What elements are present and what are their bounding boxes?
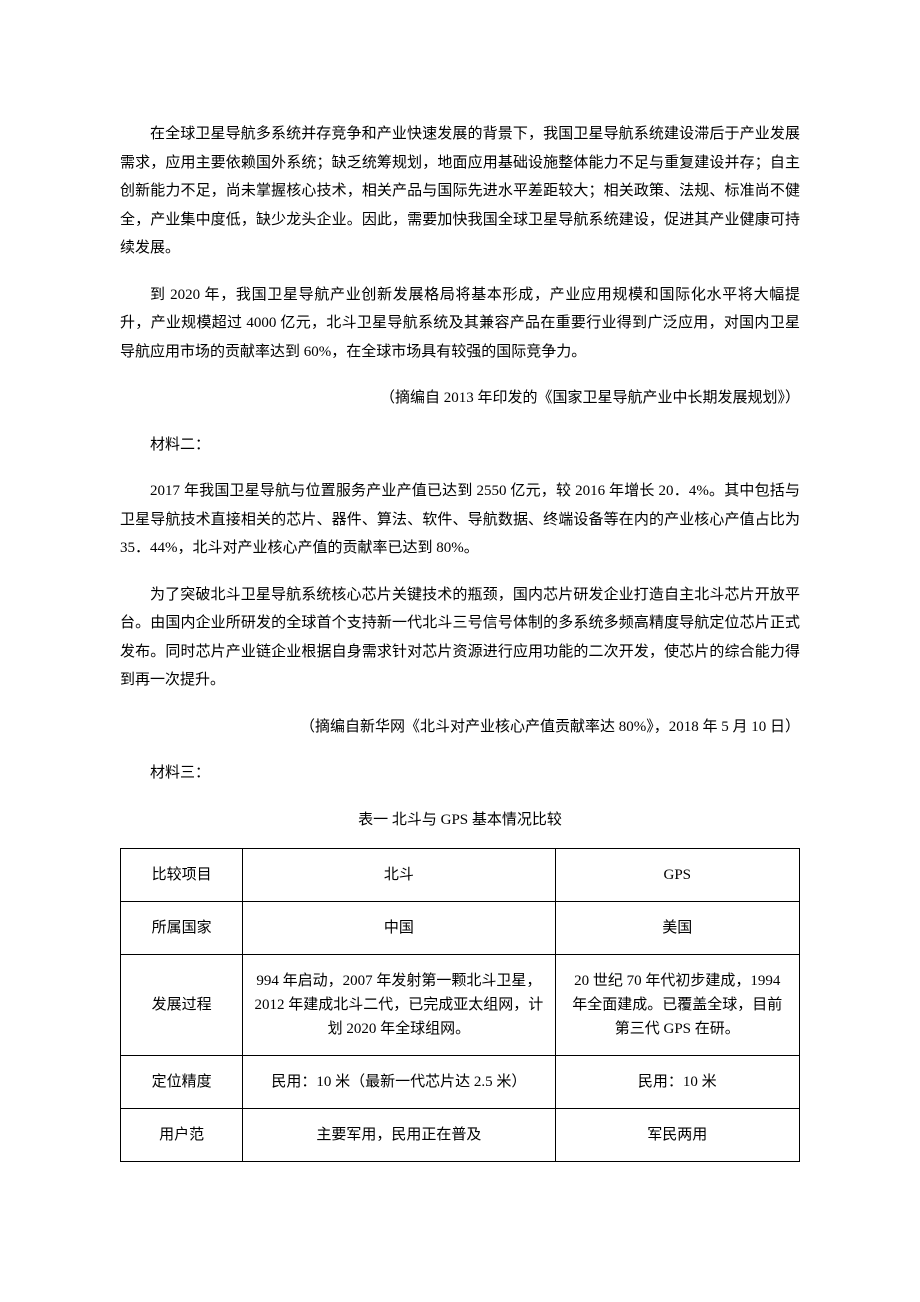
table-row: 所属国家 中国 美国 xyxy=(121,902,800,955)
table-title: 表一 北斗与 GPS 基本情况比较 xyxy=(120,806,800,835)
document-page: 在全球卫星导航多系统并存竞争和产业快速发展的背景下，我国卫星导航系统建设滞后于产… xyxy=(0,0,920,1302)
col-header-gps: GPS xyxy=(555,849,799,902)
table-header-row: 比较项目 北斗 GPS xyxy=(121,849,800,902)
material3-label: 材料三： xyxy=(120,759,800,788)
cell-gps-country: 美国 xyxy=(555,902,799,955)
cell-gps-development: 20 世纪 70 年代初步建成，1994 年全面建成。已覆盖全球，目前第三代 G… xyxy=(555,955,799,1056)
material2-para2: 为了突破北斗卫星导航系统核心芯片关键技术的瓶颈，国内芯片研发企业打造自主北斗芯片… xyxy=(120,581,800,695)
row-label-development: 发展过程 xyxy=(121,955,243,1056)
material2-para1: 2017 年我国卫星导航与位置服务产业产值已达到 2550 亿元，较 2016 … xyxy=(120,477,800,563)
cell-beidou-country: 中国 xyxy=(243,902,555,955)
material1-source: （摘编自 2013 年印发的《国家卫星导航产业中长期发展规划》） xyxy=(120,384,800,413)
comparison-table: 比较项目 北斗 GPS 所属国家 中国 美国 发展过程 994 年启动，2007… xyxy=(120,848,800,1162)
cell-beidou-users: 主要军用，民用正在普及 xyxy=(243,1109,555,1162)
col-header-beidou: 北斗 xyxy=(243,849,555,902)
cell-beidou-development: 994 年启动，2007 年发射第一颗北斗卫星，2012 年建成北斗二代，已完成… xyxy=(243,955,555,1056)
cell-gps-precision: 民用：10 米 xyxy=(555,1056,799,1109)
table-row: 用户范 主要军用，民用正在普及 军民两用 xyxy=(121,1109,800,1162)
row-label-precision: 定位精度 xyxy=(121,1056,243,1109)
row-label-users: 用户范 xyxy=(121,1109,243,1162)
material2-label: 材料二： xyxy=(120,431,800,460)
cell-beidou-precision: 民用：10 米（最新一代芯片达 2.5 米） xyxy=(243,1056,555,1109)
table-row: 发展过程 994 年启动，2007 年发射第一颗北斗卫星，2012 年建成北斗二… xyxy=(121,955,800,1056)
cell-gps-users: 军民两用 xyxy=(555,1109,799,1162)
col-header-item: 比较项目 xyxy=(121,849,243,902)
material1-para2: 到 2020 年，我国卫星导航产业创新发展格局将基本形成，产业应用规模和国际化水… xyxy=(120,281,800,367)
material1-para1: 在全球卫星导航多系统并存竞争和产业快速发展的背景下，我国卫星导航系统建设滞后于产… xyxy=(120,120,800,263)
row-label-country: 所属国家 xyxy=(121,902,243,955)
table-row: 定位精度 民用：10 米（最新一代芯片达 2.5 米） 民用：10 米 xyxy=(121,1056,800,1109)
material2-source: （摘编自新华网《北斗对产业核心产值贡献率达 80%》，2018 年 5 月 10… xyxy=(120,713,800,742)
